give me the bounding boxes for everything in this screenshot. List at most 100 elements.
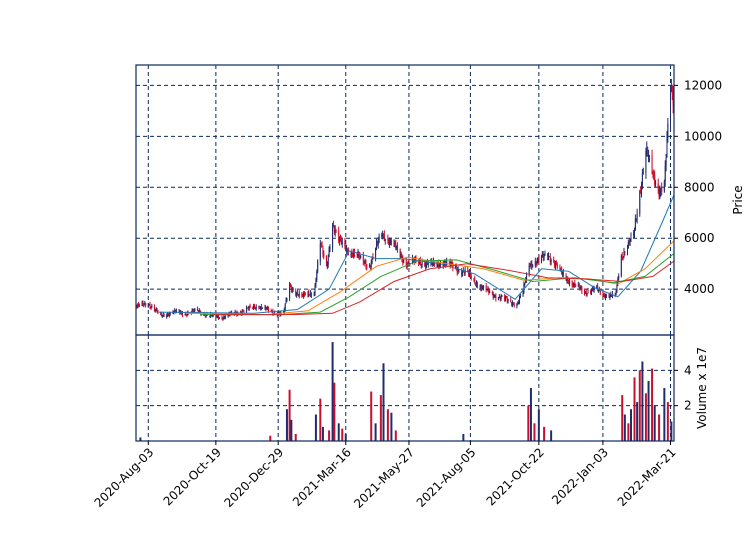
candle-body (289, 284, 291, 299)
volume-bar (319, 398, 322, 441)
candle-body (246, 307, 248, 309)
candle-body (523, 284, 525, 292)
candle-body (145, 303, 147, 306)
candle-body (174, 310, 176, 312)
candle-body (167, 314, 169, 316)
candle-body (253, 305, 255, 308)
candle-body (221, 317, 223, 319)
volume-bar (374, 423, 377, 441)
candle-body (651, 155, 653, 174)
candle-body (175, 310, 177, 313)
candle-body (365, 261, 367, 267)
candle-body (319, 243, 321, 262)
candle-body (463, 271, 465, 273)
candle-body (401, 255, 403, 259)
x-tick-label: 2020-Aug-03 (92, 445, 157, 510)
candle-body (547, 256, 549, 258)
candle-body (364, 261, 366, 264)
candle-body (611, 294, 613, 297)
volume-axis-label: Volume x 1e7 (695, 347, 709, 429)
candle-body (332, 225, 334, 248)
candle-body (335, 229, 337, 231)
price-tick-label: 8000 (684, 180, 715, 194)
candle-body (248, 305, 250, 309)
candle-body (536, 261, 538, 264)
candle-body (647, 147, 649, 157)
candle-body (302, 296, 304, 298)
candle-body (616, 282, 618, 292)
x-tick-label: 2021-Oct-22 (484, 445, 547, 508)
candle-body (383, 234, 385, 241)
candle-body (528, 265, 530, 274)
candle-body (242, 310, 244, 312)
candle-body (474, 278, 476, 284)
volume-bar (543, 426, 546, 441)
candle-body (569, 281, 571, 284)
candle-body (494, 295, 496, 297)
candle-body (388, 240, 390, 245)
candle-body (315, 280, 317, 285)
candle-body (659, 190, 661, 197)
candle-body (420, 264, 422, 266)
candle-body (550, 259, 552, 262)
candle-body (562, 271, 564, 275)
candle-body (187, 312, 189, 316)
candle-body (296, 292, 298, 295)
candle-body (138, 303, 140, 305)
candle-body (585, 291, 587, 295)
candle-body (512, 302, 514, 305)
candle-body (473, 278, 475, 280)
candle-body (421, 262, 423, 266)
candle-body (633, 233, 635, 235)
candle-body (432, 262, 434, 265)
candle-body (406, 265, 408, 267)
candle-body (350, 252, 352, 255)
volume-panel-frame (135, 334, 675, 442)
candle-body (285, 299, 287, 304)
candle-body (314, 284, 316, 295)
candle-body (586, 293, 588, 295)
candle-body (529, 265, 531, 267)
candle-body (448, 261, 450, 263)
candle-body (157, 311, 159, 313)
candle-body (567, 278, 569, 282)
moving-average-lines (158, 194, 675, 316)
candle-body (144, 303, 146, 306)
candle-body (624, 251, 626, 253)
candle-body (243, 311, 245, 313)
candle-body (491, 292, 493, 294)
candle-body (499, 296, 501, 299)
candle-body (317, 261, 319, 272)
candle-body (609, 294, 611, 298)
candle-body (544, 254, 546, 256)
candle-body (199, 310, 201, 314)
candle-body (169, 312, 171, 314)
candle-body (346, 248, 348, 252)
candle-body (339, 237, 341, 242)
candle-body (492, 293, 494, 298)
candle-body (191, 309, 193, 313)
candle-body (469, 271, 471, 277)
candle-body (356, 253, 358, 257)
candle-body (258, 306, 260, 308)
candle-body (394, 242, 396, 244)
candle-body (369, 266, 371, 268)
candle-body (560, 267, 562, 270)
candle-body (593, 288, 595, 290)
candle-body (252, 307, 254, 309)
candle-body (137, 303, 139, 308)
price-tick-label: 4000 (684, 282, 715, 296)
candle-body (572, 285, 574, 287)
volume-bar (328, 430, 331, 441)
candle-body (413, 260, 415, 262)
candle-body (194, 308, 196, 312)
candle-body (549, 256, 551, 262)
candle-body (424, 262, 426, 267)
volume-bar (370, 391, 373, 441)
candle-body (347, 248, 349, 252)
volume-bar (331, 342, 334, 441)
candle-body (389, 241, 391, 245)
candle-body (338, 230, 340, 242)
x-tick-label: 2021-Aug-05 (414, 445, 479, 510)
